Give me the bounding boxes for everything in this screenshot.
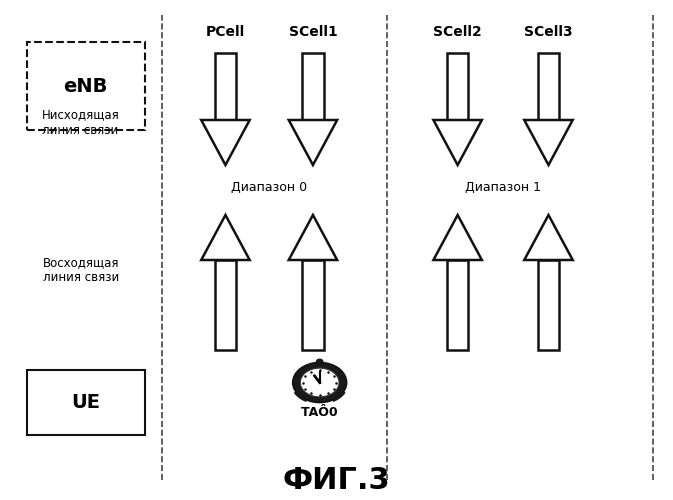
Polygon shape [289,215,337,260]
Polygon shape [524,120,573,165]
Bar [302,52,324,120]
Bar [538,260,559,350]
Text: SCell3: SCell3 [524,26,573,40]
Bar [27,42,145,130]
Text: ФИГ.3: ФИГ.3 [283,466,390,495]
Bar [538,52,559,120]
Text: eNB: eNB [64,76,108,96]
Polygon shape [433,215,482,260]
Bar [215,260,236,350]
Bar [302,260,324,350]
Text: SCell2: SCell2 [433,26,482,40]
Bar [215,52,236,120]
Polygon shape [201,215,250,260]
Text: SCell1: SCell1 [289,26,337,40]
Text: ТАÔ0: ТАÔ0 [301,406,339,419]
Text: UE: UE [71,393,100,412]
Text: Восходящая
линия связи: Восходящая линия связи [42,256,119,284]
Polygon shape [201,120,250,165]
Circle shape [316,359,323,364]
Text: PCell: PCell [206,26,245,40]
Text: Нисходящая
линия связи: Нисходящая линия связи [42,108,120,136]
Polygon shape [433,120,482,165]
Bar [447,260,468,350]
Text: Диапазон 0: Диапазон 0 [231,181,308,194]
Polygon shape [524,215,573,260]
Bar [447,52,468,120]
Polygon shape [289,120,337,165]
Text: Диапазон 1: Диапазон 1 [466,181,541,194]
Circle shape [293,362,347,403]
Bar [27,370,145,435]
Circle shape [300,368,339,397]
